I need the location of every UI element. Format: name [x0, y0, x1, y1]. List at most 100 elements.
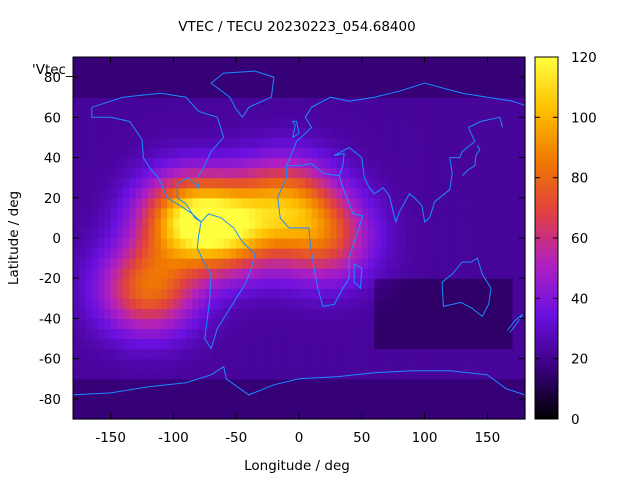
- heatmap-cell: [405, 167, 413, 179]
- heatmap-cell: [481, 358, 488, 370]
- heatmap-cell: [336, 137, 344, 149]
- heatmap-cell: [261, 97, 269, 108]
- heatmap-cell: [148, 318, 156, 330]
- heatmap-cell: [261, 328, 269, 340]
- heatmap-cell: [499, 358, 507, 370]
- heatmap-cell: [267, 348, 275, 360]
- heatmap-cell: [160, 248, 168, 259]
- heatmap-cell: [236, 248, 244, 259]
- heatmap-cell: [399, 87, 407, 98]
- heatmap-cell: [123, 177, 131, 189]
- heatmap-cell: [217, 217, 225, 229]
- heatmap-cell: [154, 187, 162, 199]
- heatmap-cell: [85, 77, 93, 88]
- heatmap-cell: [455, 378, 463, 390]
- heatmap-cell: [186, 368, 193, 380]
- colorbar-tick-label: 100: [571, 110, 597, 126]
- heatmap-cell: [512, 288, 520, 299]
- heatmap-cell: [211, 117, 218, 128]
- heatmap-cell: [374, 207, 382, 219]
- heatmap-cell: [399, 268, 407, 279]
- coastline-segment: [291, 120, 300, 138]
- heatmap-cell: [405, 238, 413, 249]
- heatmap-cell: [154, 248, 162, 259]
- heatmap-cell: [255, 167, 262, 179]
- heatmap-cell: [179, 107, 187, 118]
- heatmap-cell: [430, 77, 438, 88]
- heatmap-cell: [317, 57, 325, 68]
- heatmap-cell: [255, 227, 262, 239]
- heatmap-cell: [493, 217, 501, 229]
- heatmap-cell: [474, 258, 482, 269]
- heatmap-cell: [361, 67, 369, 78]
- heatmap-cell: [418, 248, 426, 259]
- heatmap-cell: [116, 207, 124, 219]
- heatmap-cell: [324, 67, 331, 78]
- heatmap-cell: [368, 97, 375, 108]
- heatmap-cell: [361, 117, 369, 128]
- heatmap-cell: [361, 177, 369, 189]
- heatmap-cell: [412, 87, 419, 98]
- heatmap-cell: [135, 338, 143, 350]
- heatmap-cell: [73, 57, 80, 68]
- heatmap-cell: [330, 87, 338, 98]
- heatmap-cell: [292, 318, 300, 330]
- heatmap-cell: [424, 127, 432, 139]
- heatmap-cell: [342, 97, 350, 108]
- heatmap-cell: [198, 197, 206, 209]
- heatmap-cell: [91, 288, 99, 299]
- heatmap-cell: [273, 308, 281, 320]
- heatmap-cell: [160, 147, 168, 159]
- heatmap-cell: [512, 77, 520, 88]
- heatmap-cell: [280, 157, 288, 169]
- heatmap-cell: [342, 207, 350, 219]
- heatmap-cell: [98, 137, 105, 149]
- y-tick-label: -40: [39, 311, 61, 327]
- heatmap-cell: [179, 318, 187, 330]
- heatmap-cell: [98, 177, 105, 189]
- heatmap-cell: [481, 328, 488, 340]
- heatmap-cell: [248, 117, 256, 128]
- heatmap-cell: [430, 288, 438, 299]
- heatmap-cell: [236, 197, 244, 209]
- heatmap-cell: [499, 348, 507, 360]
- heatmap-cell: [198, 217, 206, 229]
- heatmap-cell: [506, 97, 514, 108]
- heatmap-cell: [198, 278, 206, 289]
- heatmap-cell: [493, 278, 501, 289]
- heatmap-cell: [154, 278, 162, 289]
- heatmap-cell: [223, 167, 231, 179]
- heatmap-cell: [179, 87, 187, 98]
- heatmap-cell: [512, 408, 520, 420]
- heatmap-cell: [267, 238, 275, 249]
- heatmap-cell: [248, 207, 256, 219]
- heatmap-cell: [412, 288, 419, 299]
- heatmap-cell: [280, 278, 288, 289]
- heatmap-cell: [317, 258, 325, 269]
- heatmap-cell: [393, 187, 401, 199]
- heatmap-cell: [355, 388, 363, 400]
- heatmap-cell: [324, 278, 331, 289]
- colorbar-tick-label: 60: [571, 231, 588, 247]
- heatmap-cell: [91, 77, 99, 88]
- heatmap-cell: [443, 207, 451, 219]
- heatmap-cell: [468, 137, 476, 149]
- heatmap-cell: [487, 338, 495, 350]
- heatmap-cell: [261, 57, 269, 68]
- heatmap-cell: [261, 117, 269, 128]
- heatmap-cell: [349, 338, 357, 350]
- heatmap-cell: [148, 408, 156, 420]
- heatmap-cell: [242, 398, 250, 410]
- heatmap-cell: [229, 117, 237, 128]
- heatmap-cell: [204, 258, 212, 269]
- heatmap-cell: [179, 348, 187, 360]
- heatmap-cell: [305, 207, 313, 219]
- heatmap-cell: [324, 348, 331, 360]
- heatmap-cell: [135, 177, 143, 189]
- heatmap-cell: [135, 288, 143, 299]
- heatmap-cell: [349, 348, 357, 360]
- heatmap-cell: [273, 368, 281, 380]
- heatmap-cell: [211, 207, 218, 219]
- heatmap-cell: [217, 248, 225, 259]
- heatmap-cell: [455, 298, 463, 309]
